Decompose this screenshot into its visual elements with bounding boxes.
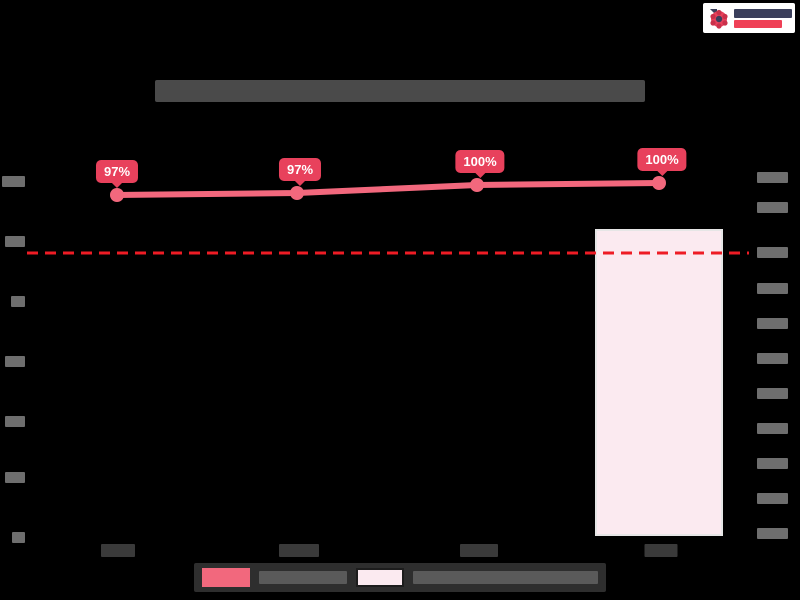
logo-wordmark [732,8,792,28]
legend-label-bar-series [413,571,598,584]
line-series-marker[interactable] [290,186,304,200]
logo-mark-icon [706,5,732,31]
line-series-path [114,180,662,198]
y-axis-left-tick [5,236,25,247]
line-series-marker[interactable] [110,188,124,202]
y-axis-right-tick [757,318,788,329]
y-axis-left-tick [12,532,25,543]
chart-title [155,80,645,102]
y-axis-right-tick [757,283,788,294]
data-label: 97% [95,160,139,188]
y-axis-left-tick [11,296,25,307]
chart-title-container [0,80,800,102]
y-axis-right-tick [757,458,788,469]
y-axis-right-tick [757,423,788,434]
x-axis-tick [460,544,498,557]
x-axis-tick [644,544,678,557]
y-axis-right-tick [757,172,788,183]
y-axis-right-tick [757,528,788,539]
y-axis-right-tick [757,202,788,213]
y-axis-left-tick [5,356,25,367]
logo-line-2 [734,19,782,28]
y-axis-left-tick [5,416,25,427]
y-axis-right-tick [757,247,788,258]
y-axis-right-tick [757,388,788,399]
legend-swatch-line-series[interactable] [202,568,250,587]
legend-swatch-bar-series[interactable] [356,568,404,587]
line-series-svg [27,176,749,255]
legend-label-line-series [259,571,347,584]
data-label: 100% [455,150,505,178]
logo-line-1 [734,8,792,18]
line-series-marker[interactable] [470,178,484,192]
brand-logo [703,3,795,33]
data-label: 97% [278,158,322,186]
data-label: 100% [637,148,687,176]
y-axis-left-tick [5,472,25,483]
y-axis-left-tick [2,176,25,187]
y-axis-right-tick [757,353,788,364]
line-series-marker[interactable] [652,176,666,190]
plot-area: 97% 97% 100% 100% [27,148,749,540]
x-axis-tick [279,544,319,557]
bar-series-column[interactable] [595,229,723,536]
y-axis-right-tick [757,493,788,504]
x-axis-tick [101,544,135,557]
chart-legend [0,563,800,592]
flower-icon [710,9,728,29]
